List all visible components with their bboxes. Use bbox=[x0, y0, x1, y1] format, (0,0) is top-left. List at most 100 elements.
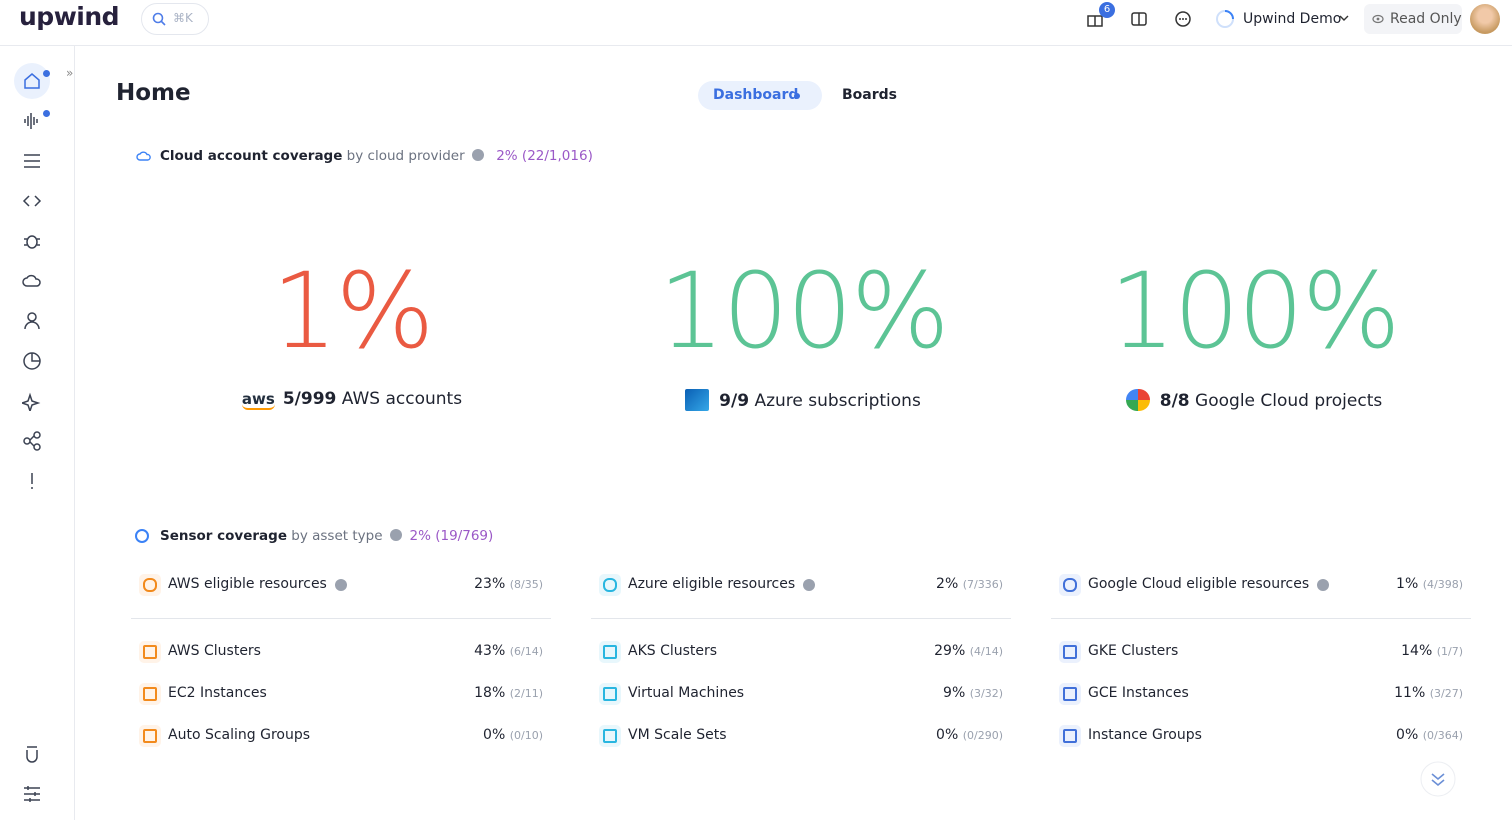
icon bbox=[24, 312, 40, 330]
tab[interactable]: Boards bbox=[842, 87, 897, 103]
row-percent: 11% bbox=[1394, 685, 1426, 701]
info-icon[interactable] bbox=[335, 579, 347, 591]
row-label: Google Cloud eligible resources bbox=[1088, 576, 1310, 592]
row-label: AWS Clusters bbox=[168, 643, 261, 659]
row-icon bbox=[1059, 641, 1081, 663]
icon bbox=[22, 274, 41, 287]
row-label: EC2 Instances bbox=[168, 685, 267, 701]
info-icon[interactable] bbox=[1317, 579, 1329, 591]
nav-settings[interactable] bbox=[14, 776, 50, 812]
section-summary: 2% (19/769) bbox=[409, 528, 494, 544]
row-value: 23% (8/35) bbox=[131, 576, 543, 592]
row-value: 1% (4/398) bbox=[1051, 576, 1463, 592]
row-count: (3/27) bbox=[1429, 687, 1463, 700]
row-value: 29% (4/14) bbox=[591, 643, 1003, 659]
row-label: Virtual Machines bbox=[628, 685, 745, 701]
info-icon[interactable] bbox=[803, 579, 815, 591]
row-percent: 0% bbox=[936, 727, 959, 743]
nav-graph[interactable] bbox=[14, 423, 50, 459]
row-icon bbox=[599, 683, 621, 705]
icon bbox=[23, 352, 41, 370]
nav-upwind[interactable] bbox=[14, 736, 50, 772]
row-value: 43% (6/14) bbox=[131, 643, 543, 659]
row-count: (0/290) bbox=[962, 729, 1003, 742]
icon bbox=[31, 473, 33, 489]
dot bbox=[43, 110, 50, 117]
nav-bugs[interactable] bbox=[14, 223, 50, 259]
nav-alerts[interactable] bbox=[14, 463, 50, 499]
icon bbox=[24, 73, 40, 89]
chevron bbox=[1339, 15, 1349, 21]
icon bbox=[26, 746, 38, 763]
nav-cloud[interactable] bbox=[14, 263, 50, 299]
gift-icon[interactable] bbox=[1086, 10, 1104, 28]
row-icon bbox=[1059, 725, 1081, 747]
book-icon[interactable] bbox=[1130, 10, 1148, 28]
row-count: (2/11) bbox=[509, 687, 543, 700]
dot bbox=[43, 70, 50, 77]
provider-count: 8/8 bbox=[1159, 391, 1190, 411]
scroll-down[interactable] bbox=[1419, 760, 1457, 798]
row-value: 0% (0/10) bbox=[131, 727, 543, 743]
row-percent: 14% bbox=[1401, 643, 1433, 659]
row-count: (3/32) bbox=[969, 687, 1003, 700]
tab-dot bbox=[794, 93, 800, 99]
nav-home[interactable] bbox=[14, 63, 50, 99]
icon bbox=[24, 786, 40, 802]
sensor-icon bbox=[135, 529, 149, 543]
logo[interactable]: upwind bbox=[19, 2, 120, 31]
nav-list[interactable] bbox=[14, 143, 50, 179]
page-title: Home bbox=[116, 80, 191, 106]
read-only-pill: Read Only bbox=[1364, 4, 1462, 34]
org-switcher[interactable]: Upwind Demo bbox=[1243, 11, 1342, 27]
row-percent: 0% bbox=[483, 727, 506, 743]
row-count: (0/10) bbox=[509, 729, 543, 742]
row-value: 18% (2/11) bbox=[131, 685, 543, 701]
section-summary: 2% (22/1,016) bbox=[496, 148, 593, 164]
nav-code[interactable] bbox=[14, 183, 50, 219]
row-icon bbox=[1059, 683, 1081, 705]
glyph bbox=[1063, 578, 1077, 592]
search[interactable]: ⌘K bbox=[141, 3, 209, 35]
row-value: 0% (0/290) bbox=[591, 727, 1003, 743]
tab[interactable]: Dashboard bbox=[713, 87, 799, 103]
section-subtitle: by cloud provider bbox=[346, 148, 465, 164]
row-value: 14% (1/7) bbox=[1051, 643, 1463, 659]
row-percent: 29% bbox=[934, 643, 966, 659]
row-label: AKS Clusters bbox=[628, 643, 718, 659]
expand-toggle[interactable]: » bbox=[66, 66, 74, 80]
row-percent: 18% bbox=[474, 685, 506, 701]
row-label: VM Scale Sets bbox=[628, 727, 727, 743]
row-percent: 43% bbox=[474, 643, 506, 659]
row-icon bbox=[139, 683, 161, 705]
mode: Read Only bbox=[1390, 11, 1462, 27]
info-icon[interactable] bbox=[471, 149, 484, 161]
row-count: (7/336) bbox=[962, 578, 1003, 591]
row-value: 9% (3/32) bbox=[591, 685, 1003, 701]
coverage-percent: 100% bbox=[1109, 250, 1400, 372]
avatar[interactable] bbox=[1470, 4, 1500, 34]
info-icon[interactable] bbox=[389, 529, 402, 541]
sidebar: » bbox=[0, 46, 75, 820]
nav-ai[interactable] bbox=[14, 383, 50, 419]
row-percent: 0% bbox=[1396, 727, 1419, 743]
row-icon bbox=[599, 574, 621, 596]
nav-identity[interactable] bbox=[14, 303, 50, 339]
chat-icon[interactable] bbox=[1174, 10, 1192, 28]
row-percent: 9% bbox=[943, 685, 966, 701]
row-icon bbox=[139, 641, 161, 663]
divider bbox=[591, 618, 1011, 619]
icon bbox=[22, 195, 42, 207]
provider-logo: aws bbox=[241, 390, 275, 410]
icon bbox=[24, 113, 38, 129]
row-count: (8/35) bbox=[509, 578, 543, 591]
row-label: Azure eligible resources bbox=[628, 576, 796, 592]
nav-signals[interactable] bbox=[14, 103, 50, 139]
row-count: (4/14) bbox=[969, 645, 1003, 658]
nav-reports[interactable] bbox=[14, 343, 50, 379]
glyph bbox=[1063, 729, 1077, 743]
icon bbox=[24, 154, 40, 168]
glyph bbox=[603, 729, 617, 743]
eye-icon bbox=[1372, 14, 1384, 24]
tab-active-bg bbox=[698, 81, 822, 110]
